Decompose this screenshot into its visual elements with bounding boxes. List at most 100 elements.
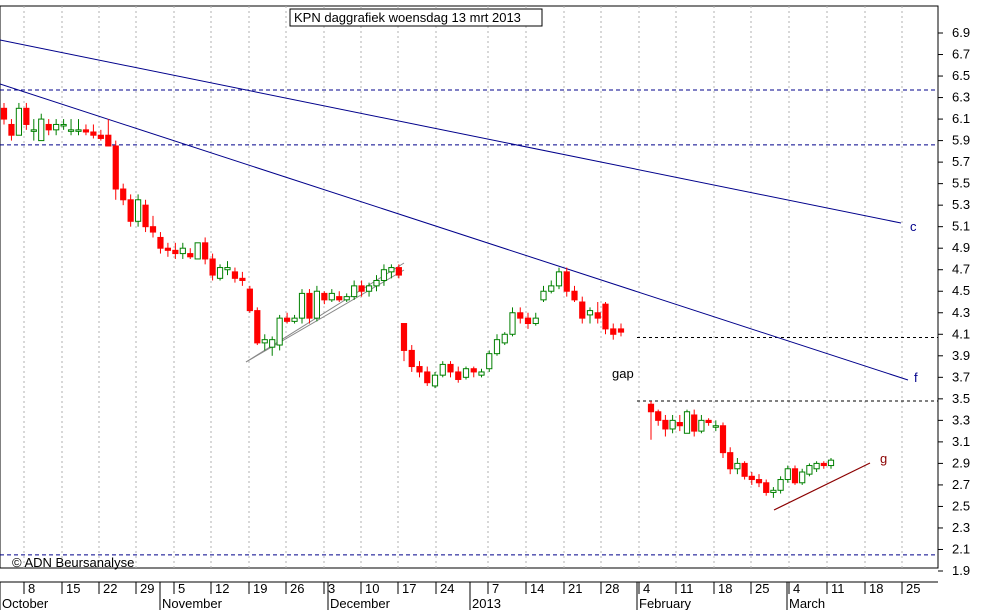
candle-body <box>172 249 179 255</box>
annotation-g: g <box>880 451 887 466</box>
candle <box>563 267 570 297</box>
candle <box>755 474 763 488</box>
candle <box>470 366 477 378</box>
title-box <box>289 8 543 27</box>
candle-body <box>298 292 306 319</box>
candle-body <box>594 312 601 319</box>
candle-body <box>579 301 586 319</box>
candle-body <box>647 403 655 413</box>
candle <box>478 368 485 378</box>
y-axis: 1.9 2.1 2.3 2.5 2.7 2.9 3.1 3.3 3.5 3.7 3.9 4.1 4.3 4… <box>938 25 970 578</box>
candle <box>727 447 734 475</box>
candle <box>408 345 415 372</box>
y-tick-label: 6.3 <box>952 90 970 105</box>
candle <box>820 461 827 469</box>
candle-body <box>373 279 380 287</box>
candle-body <box>269 339 276 348</box>
candle <box>501 332 508 346</box>
candle <box>60 119 67 130</box>
candle-body <box>157 236 164 249</box>
y-tick-label: 2.7 <box>952 477 970 492</box>
candle <box>524 312 532 329</box>
candle-body <box>705 419 712 424</box>
y-tick-label: 6.7 <box>952 47 970 62</box>
x-tick-label: 5 <box>178 581 185 596</box>
candle <box>298 289 306 324</box>
candle <box>705 418 712 426</box>
candle <box>416 361 423 378</box>
candle-body <box>532 317 539 325</box>
x-tick-label: 3 <box>328 581 335 596</box>
candle-body <box>610 328 617 335</box>
candle <box>784 465 791 483</box>
candle <box>187 248 194 259</box>
candle <box>224 261 231 276</box>
candle <box>388 264 395 279</box>
candle <box>313 285 320 322</box>
x-tick-label: 24 <box>440 581 454 596</box>
candle <box>813 461 820 473</box>
candle-body <box>224 267 231 271</box>
candle <box>276 314 283 351</box>
candle <box>105 119 112 147</box>
candle <box>291 314 298 324</box>
y-tick-label: 5.7 <box>952 154 970 169</box>
x-tick-label: 12 <box>215 581 229 596</box>
candle <box>669 414 676 434</box>
candle <box>328 289 335 302</box>
candle <box>594 302 601 324</box>
y-tick-label: 6.5 <box>952 68 970 83</box>
candle-body <box>358 285 365 292</box>
candle-body <box>388 267 395 273</box>
candle-body <box>209 258 216 276</box>
candle <box>209 253 216 281</box>
candle-body <box>53 123 60 131</box>
candle <box>395 264 402 279</box>
candle-body <box>447 363 454 373</box>
candle <box>284 312 291 324</box>
candle-body <box>142 204 149 228</box>
support-line-g <box>773 462 871 511</box>
candle-body <box>23 107 30 125</box>
candle <box>610 323 617 340</box>
candle <box>676 414 683 432</box>
candle <box>306 289 313 324</box>
candle <box>683 409 691 434</box>
candle-body <box>455 371 462 380</box>
candle-body <box>431 374 439 387</box>
y-tick-label: 6.1 <box>952 111 970 126</box>
candle-body <box>784 468 791 481</box>
candle <box>261 334 268 351</box>
candle <box>269 336 276 356</box>
candle-body <box>105 134 112 147</box>
x-tick-label: 18 <box>869 581 883 596</box>
candle <box>380 264 388 286</box>
candle-body <box>777 479 784 491</box>
candle <box>791 465 799 485</box>
candle-body <box>555 271 563 287</box>
candle-body <box>424 371 431 384</box>
candle-body <box>395 267 402 276</box>
candle-body <box>343 296 350 301</box>
candle <box>365 282 373 297</box>
candle <box>67 119 75 136</box>
candle-body <box>328 292 335 301</box>
candle <box>555 267 563 290</box>
candle-body <box>187 253 194 258</box>
candle <box>239 271 246 286</box>
candle <box>194 242 201 260</box>
candle <box>462 366 470 380</box>
x-tick-label: 11 <box>680 581 694 596</box>
candle <box>82 124 90 136</box>
candle-body <box>38 118 45 142</box>
x-axis: 8 15 22 29 5 12 19 26 3 10 17 24 7 14 21 28 4 11 18 25 4 11 18… <box>23 581 920 596</box>
x-tick-label: 19 <box>253 581 267 596</box>
x-tick-label: 26 <box>290 581 304 596</box>
candle <box>540 285 547 302</box>
y-tick-label: 5.9 <box>952 133 970 148</box>
candle <box>647 400 655 440</box>
candle-body <box>617 328 625 333</box>
candle <box>719 422 727 459</box>
month-label: November <box>162 596 223 610</box>
